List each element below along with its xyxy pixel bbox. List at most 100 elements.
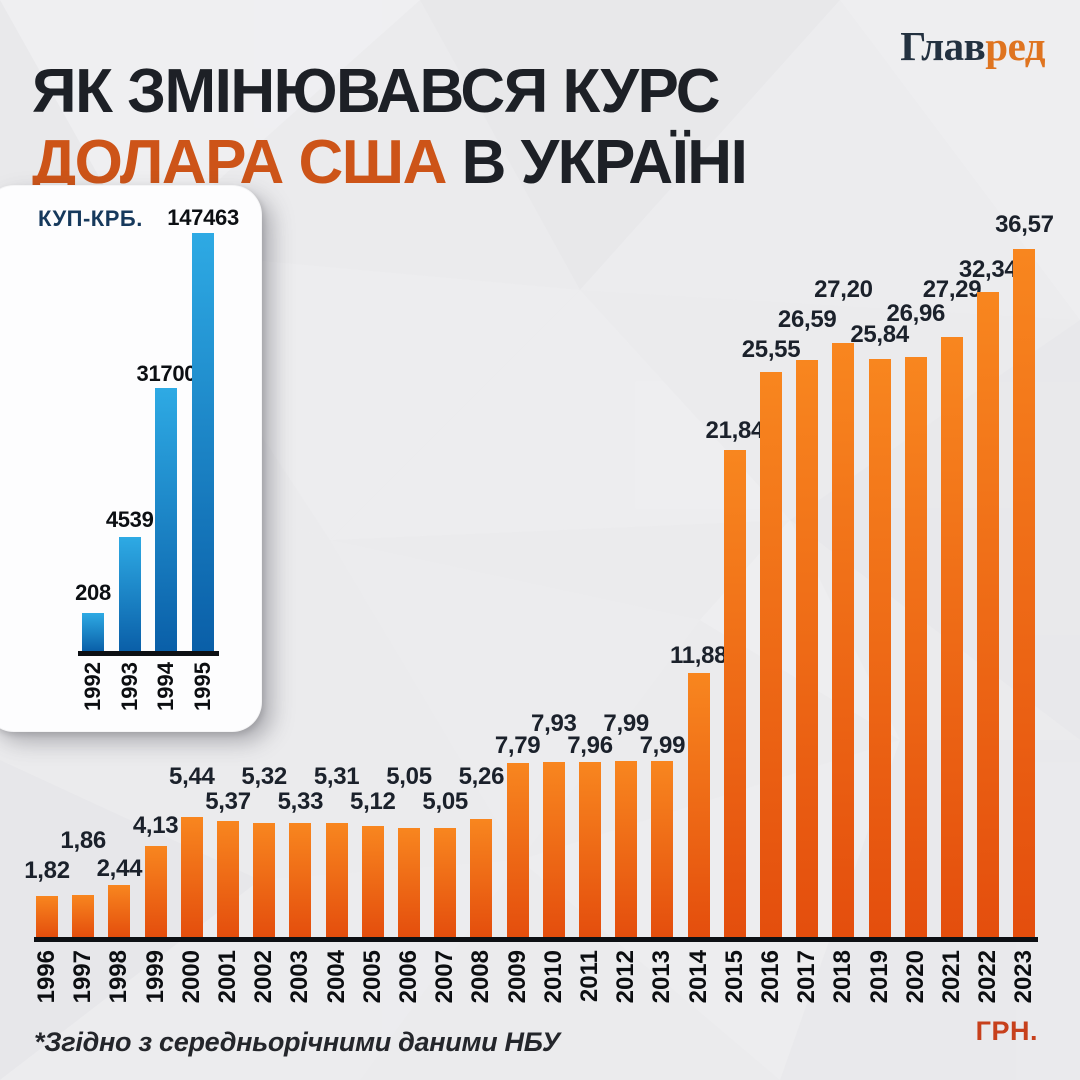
- main-year-label-2017: 2017: [793, 950, 821, 1004]
- main-year-label-2016: 2016: [757, 950, 784, 1004]
- main-value-label-1996: 1,82: [24, 857, 70, 884]
- main-value-label-2016: 25,55: [741, 336, 801, 363]
- main-bar-2013: [651, 761, 674, 937]
- main-bar-1996: [36, 896, 58, 937]
- main-year-label-2003: 2003: [286, 950, 314, 1004]
- glavred-logo: Главред: [900, 24, 1045, 68]
- main-year-label-2000: 2000: [177, 950, 205, 1004]
- main-bar-2006: [398, 828, 420, 937]
- main-year-label-2001: 2001: [214, 950, 241, 1004]
- main-value-label-2022: 32,34: [958, 256, 1018, 283]
- main-bar-2017: [796, 360, 819, 937]
- main-bar-2020: [904, 357, 927, 937]
- main-year-label-2013: 2013: [648, 950, 676, 1004]
- main-bar-2023: [1013, 249, 1036, 937]
- main-value-label-2021: 27,29: [922, 276, 982, 303]
- inset-x-axis: [78, 651, 219, 656]
- main-value-label-1999: 4,13: [132, 812, 179, 839]
- main-bar-2018: [832, 343, 855, 937]
- main-bar-1998: [108, 885, 131, 937]
- inset-value-label-1993: 4539: [105, 507, 154, 532]
- inset-bar-1994: [155, 388, 178, 651]
- main-bar-2014: [687, 673, 710, 937]
- main-year-label-2021: 2021: [938, 950, 965, 1004]
- main-value-label-1997: 1,86: [60, 827, 106, 854]
- inset-unit-label: КУП-КРБ.: [38, 206, 143, 231]
- main-year-label-2008: 2008: [467, 950, 495, 1004]
- main-value-label-2000: 5,44: [169, 763, 215, 790]
- main-bar-2005: [361, 826, 384, 937]
- main-value-label-2013: 7,99: [639, 732, 686, 759]
- main-bar-2019: [868, 359, 891, 937]
- main-year-label-2006: 2006: [395, 950, 422, 1004]
- inset-value-label-1995: 147463: [167, 205, 239, 230]
- main-value-label-2019: 25,84: [850, 321, 909, 348]
- main-bar-2000: [180, 817, 203, 937]
- inset-bar-1992: [82, 613, 104, 651]
- main-bar-2003: [289, 823, 312, 937]
- inset-value-label-1994: 31700: [136, 361, 197, 386]
- main-value-label-2004: 5,31: [313, 763, 360, 790]
- main-value-label-2002: 5,32: [241, 763, 287, 790]
- main-value-label-2001: 5,37: [205, 788, 251, 815]
- main-value-label-2014: 11,88: [669, 642, 728, 669]
- main-year-label-2007: 2007: [431, 950, 459, 1004]
- main-value-label-2011: 7,96: [567, 732, 613, 759]
- main-value-label-2006: 5,05: [386, 763, 432, 790]
- main-year-label-2002: 2002: [250, 950, 278, 1004]
- main-value-label-2012: 7,99: [603, 710, 649, 737]
- title-line2-rest: В УКРАЇНІ: [445, 127, 748, 197]
- main-value-label-2020: 26,96: [886, 300, 946, 327]
- main-value-label-2010: 7,93: [531, 710, 577, 737]
- main-year-label-2012: 2012: [612, 950, 640, 1004]
- main-year-label-2011: 2011: [576, 950, 603, 1003]
- logo-part-orange: ред: [985, 23, 1045, 69]
- main-year-label-2015: 2015: [720, 950, 748, 1004]
- main-bar-2011: [579, 762, 601, 937]
- main-bar-2007: [434, 828, 457, 937]
- main-year-label-1999: 1999: [141, 950, 169, 1004]
- main-year-label-1996: 1996: [33, 950, 60, 1004]
- main-year-label-2020: 2020: [901, 950, 929, 1004]
- main-year-label-2019: 2019: [865, 950, 893, 1004]
- main-bar-1997: [72, 895, 95, 937]
- main-bar-2001: [217, 821, 239, 937]
- main-value-label-2005: 5,12: [350, 788, 396, 815]
- main-year-label-2018: 2018: [829, 950, 857, 1004]
- main-year-label-2022: 2022: [974, 950, 1002, 1004]
- main-value-label-2017: 26,59: [777, 306, 837, 333]
- title-line1: ЯК ЗМІНЮВАВСЯ КУРС: [32, 56, 721, 126]
- main-year-label-2009: 2009: [503, 950, 531, 1004]
- inset-bar-1993: [118, 537, 141, 651]
- main-value-label-2003: 5,33: [277, 788, 324, 815]
- main-year-label-1997: 1997: [69, 950, 97, 1004]
- main-bar-2002: [253, 823, 276, 937]
- main-value-label-2008: 5,26: [458, 763, 505, 790]
- main-value-label-2009: 7,79: [494, 732, 541, 759]
- main-bar-2015: [723, 450, 746, 937]
- main-value-label-2023: 36,57: [995, 211, 1054, 238]
- main-bar-2022: [977, 292, 1000, 937]
- main-x-axis: [34, 937, 1038, 942]
- main-bar-2016: [760, 372, 782, 937]
- main-value-label-1998: 2,44: [96, 855, 143, 882]
- inset-value-label-1992: 208: [75, 580, 111, 605]
- inset-bar-1995: [192, 233, 215, 651]
- main-year-label-2023: 2023: [1010, 950, 1038, 1004]
- main-year-label-2005: 2005: [358, 950, 386, 1004]
- main-bar-2010: [542, 762, 565, 937]
- main-year-label-1998: 1998: [105, 950, 133, 1004]
- main-year-label-2010: 2010: [539, 950, 567, 1004]
- main-bar-2009: [506, 763, 529, 937]
- main-unit-label: ГРН.: [975, 1016, 1038, 1046]
- main-bar-2004: [325, 823, 348, 937]
- main-year-label-2004: 2004: [322, 950, 350, 1004]
- main-bar-1999: [144, 846, 167, 937]
- main-year-label-2014: 2014: [684, 950, 712, 1004]
- main-bar-2012: [615, 761, 638, 937]
- logo-part-dark: Глав: [900, 23, 986, 69]
- main-bar-2008: [470, 819, 493, 937]
